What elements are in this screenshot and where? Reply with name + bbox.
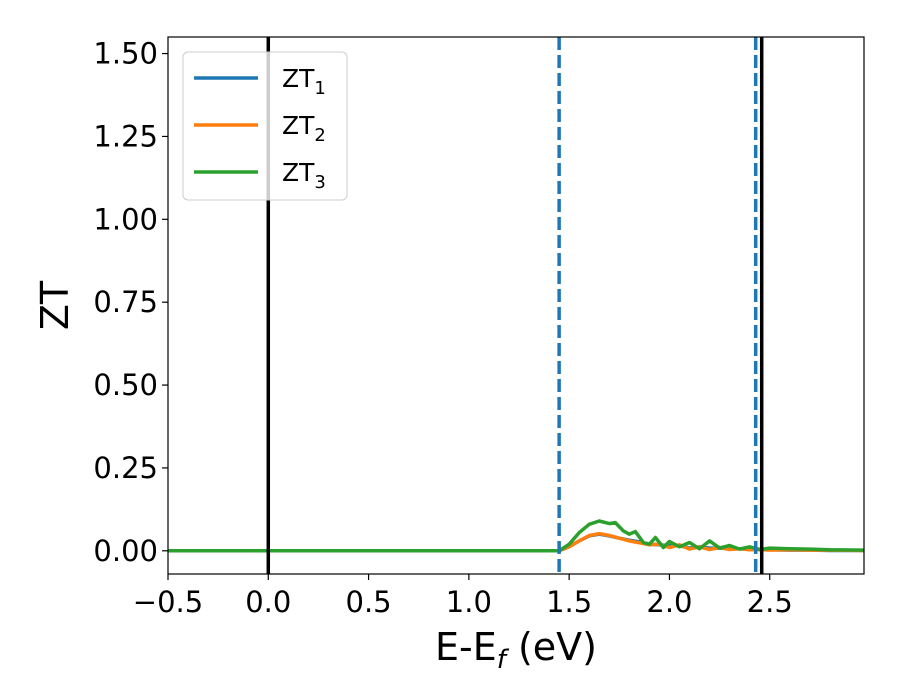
x-tick-label: −0.5 [133, 585, 203, 619]
y-tick-label: 1.25 [93, 119, 158, 153]
legend-label-zt3: ZT3 [282, 158, 326, 193]
y-axis-label: ZT [33, 280, 77, 330]
x-tick-label: 1.5 [546, 585, 592, 619]
legend-label-subscript: 1 [314, 78, 325, 99]
y-tick-label: 1.00 [93, 202, 158, 236]
x-tick-label: 0.0 [245, 585, 291, 619]
legend-label-main: ZT [282, 111, 315, 140]
legend-label-main: ZT [282, 64, 315, 93]
y-tick-label: 0.00 [93, 534, 158, 568]
legend-box [182, 51, 348, 201]
x-axis: −0.5 0.0 0.5 1.0 1.5 2.0 2.5 [133, 574, 793, 619]
y-tick-label: 0.50 [93, 368, 158, 402]
x-tick-label: 2.0 [646, 585, 692, 619]
legend-label-main: ZT [282, 158, 315, 187]
x-axis-label-main: E-E [435, 625, 497, 669]
plot-frame [167, 36, 865, 575]
y-tick-label: 0.75 [93, 285, 158, 319]
legend-label-zt1: ZT1 [282, 64, 326, 99]
y-tick-label: 1.50 [93, 37, 158, 71]
legend-label-subscript: 3 [314, 172, 325, 193]
x-tick-label: 2.5 [747, 585, 793, 619]
legend-label-zt2: ZT2 [282, 111, 326, 146]
x-axis-label-unit: (eV) [506, 625, 597, 669]
y-tick-label: 0.25 [93, 451, 158, 485]
y-axis: 0.00 0.25 0.50 0.75 1.00 1.25 1.50 [93, 37, 168, 568]
x-tick-label: 0.5 [346, 585, 392, 619]
x-axis-label: E-Ef (eV) [435, 625, 597, 675]
x-tick-label: 1.0 [446, 585, 492, 619]
legend-label-subscript: 2 [314, 125, 325, 146]
